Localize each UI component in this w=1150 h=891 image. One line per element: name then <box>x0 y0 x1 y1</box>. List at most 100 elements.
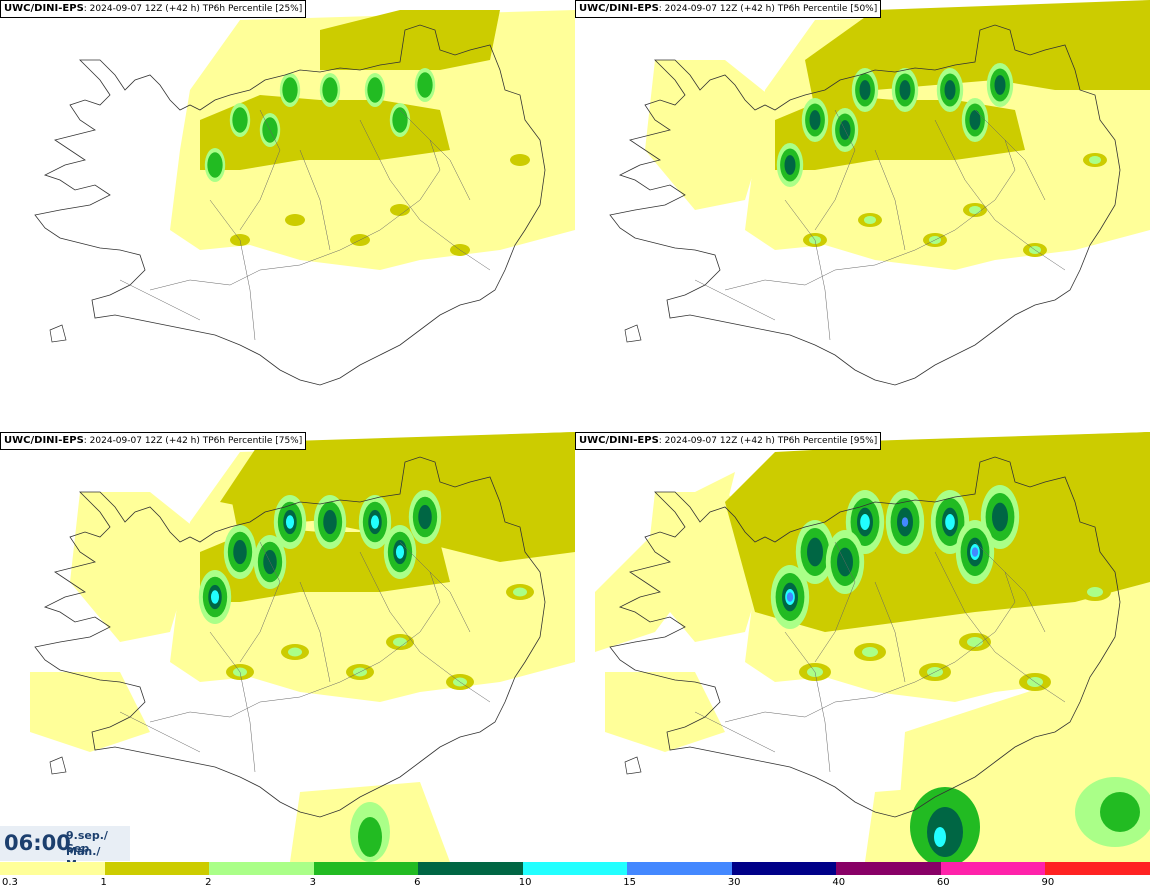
road-line <box>119 711 201 753</box>
precip-area <box>1100 792 1140 832</box>
precip-area <box>510 154 530 166</box>
road-line <box>974 109 1046 201</box>
precip-field <box>595 432 1150 862</box>
precip-area <box>784 155 796 175</box>
panel-subtitle: : 2024-09-07 12Z (+42 h) TP6h Percentile… <box>83 436 303 446</box>
map-panel-p25: UWC/DINI-EPS: 2024-09-07 12Z (+42 h) TP6… <box>0 0 575 430</box>
panel-subtitle: : 2024-09-07 12Z (+42 h) TP6h Percentile… <box>658 4 878 14</box>
road-line <box>209 631 256 773</box>
precip-area <box>901 517 909 527</box>
legend-swatch <box>0 862 105 875</box>
precip-field <box>645 0 1150 270</box>
iceland-coastline-icon <box>34 24 546 386</box>
valid-time: 06:00 <box>4 831 71 855</box>
precip-area <box>207 152 223 178</box>
precip-area <box>969 206 981 214</box>
precip-area <box>807 537 823 567</box>
map-panel-p95: UWC/DINI-EPS: 2024-09-07 12Z (+42 h) TP6… <box>575 432 1150 862</box>
panel-title: UWC/DINI-EPS: 2024-09-07 12Z (+42 h) TP6… <box>0 432 307 450</box>
iceland-coastline-icon <box>609 24 1121 386</box>
road-line <box>934 119 1066 271</box>
legend-swatch <box>313 862 419 875</box>
precip-area <box>233 539 247 565</box>
panel-subtitle: : 2024-09-07 12Z (+42 h) TP6h Percentile… <box>658 436 878 446</box>
model-name: UWC/DINI-EPS <box>4 435 84 446</box>
road-line <box>359 119 491 271</box>
road-line <box>874 581 906 683</box>
precip-area <box>934 827 946 847</box>
precip-area <box>30 672 150 752</box>
road-line <box>694 711 776 753</box>
legend-swatch <box>209 862 314 875</box>
road-line <box>694 279 776 321</box>
road-line <box>299 581 331 683</box>
precip-area <box>967 637 983 647</box>
precip-area <box>200 95 450 170</box>
road-line <box>874 149 906 251</box>
panel-subtitle: : 2024-09-07 12Z (+42 h) TP6h Percentile… <box>83 4 303 14</box>
legend-swatch <box>522 862 628 875</box>
precip-field <box>170 10 575 270</box>
island-outline <box>49 324 67 343</box>
road-line <box>814 541 856 663</box>
legend-tick-label: 90 <box>1041 877 1055 888</box>
precip-area <box>418 504 432 530</box>
precip-area <box>605 672 725 752</box>
road-line <box>359 551 491 703</box>
road-line <box>399 109 471 201</box>
precip-field <box>30 432 575 862</box>
precip-area <box>370 515 380 529</box>
model-name: UWC/DINI-EPS <box>579 3 659 14</box>
legend-tick-label: 10 <box>518 877 532 888</box>
legend-swatch <box>940 862 1046 875</box>
legend-tick-label: 6 <box>414 877 421 888</box>
road-line <box>239 541 281 663</box>
precip-area <box>220 432 575 562</box>
precip-area <box>323 509 337 535</box>
precip-area <box>864 216 876 224</box>
precip-area <box>285 214 305 226</box>
map-panel-p75: UWC/DINI-EPS: 2024-09-07 12Z (+42 h) TP6… <box>0 432 575 862</box>
road-line <box>784 631 831 773</box>
road-line <box>784 199 831 341</box>
map-panel-p50: UWC/DINI-EPS: 2024-09-07 12Z (+42 h) TP6… <box>575 0 1150 430</box>
precip-area <box>944 80 956 100</box>
precip-area <box>513 587 527 597</box>
precip-area <box>285 515 295 529</box>
road-line <box>724 139 1016 291</box>
road-line <box>934 551 1066 703</box>
precip-area <box>392 107 408 133</box>
model-name: UWC/DINI-EPS <box>4 3 84 14</box>
precip-area <box>786 592 794 602</box>
island-outline <box>624 756 642 775</box>
legend-tick-label: 1 <box>100 877 107 888</box>
legend-tick-label: 2 <box>205 877 212 888</box>
precip-area <box>367 77 383 103</box>
legend-swatch <box>627 862 732 875</box>
precip-area <box>1089 156 1101 164</box>
precip-area <box>232 107 248 133</box>
precip-area <box>971 547 979 557</box>
valid-date: 9.sep./ Sep <box>66 829 108 855</box>
precip-map-p50 <box>609 0 1150 386</box>
precip-area <box>645 60 775 210</box>
precip-area <box>210 590 220 604</box>
precip-area <box>805 0 1150 110</box>
road-line <box>239 109 281 231</box>
legend-color-bar <box>0 862 1150 875</box>
precip-area <box>859 80 871 100</box>
precip-area <box>969 110 981 130</box>
precip-area <box>1087 587 1103 597</box>
road-line <box>724 571 1016 723</box>
road-line <box>299 149 331 251</box>
road-line <box>149 571 441 723</box>
legend-tick-label: 15 <box>623 877 636 888</box>
precip-map-p95 <box>595 432 1150 862</box>
precip-area <box>945 514 955 530</box>
island-outline <box>49 756 67 775</box>
legend-swatch <box>418 862 523 875</box>
precip-area <box>899 80 911 100</box>
precip-area <box>288 647 302 657</box>
iceland-coastline-icon <box>34 456 546 818</box>
precip-area <box>992 502 1008 532</box>
